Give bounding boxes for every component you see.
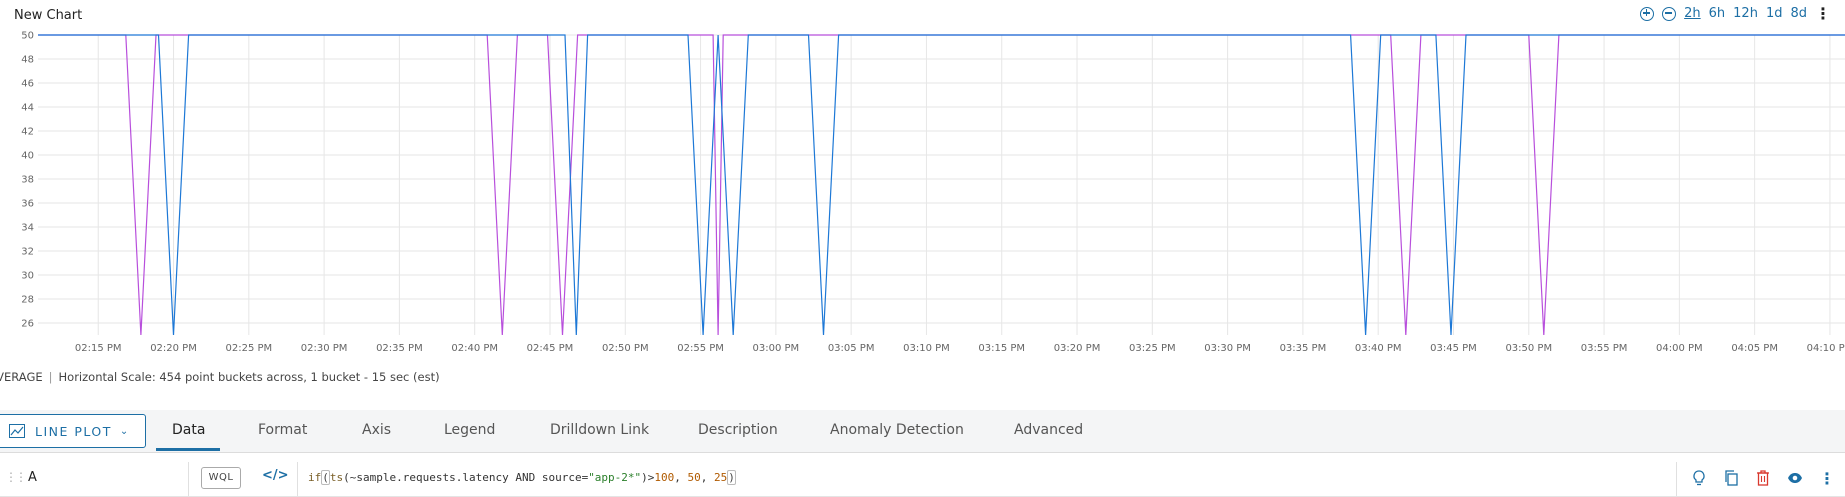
tab-description[interactable]: Description [698, 422, 778, 438]
x-tick-label: 04:05 PM [1731, 343, 1778, 354]
chart-title: New Chart [14, 8, 83, 23]
query-token: ~sample.requests.latency [349, 471, 509, 484]
eye-icon[interactable] [1786, 469, 1804, 487]
range-6h[interactable]: 6h [1708, 6, 1726, 21]
query-token: ts [329, 471, 344, 484]
divider [188, 462, 189, 496]
x-tick-label: 04:00 PM [1656, 343, 1703, 354]
zoom-out-icon[interactable] [1662, 6, 1677, 21]
kebab-menu-icon[interactable]: ⋮ [1815, 3, 1831, 23]
kebab-menu-icon[interactable]: ⋮ [1819, 468, 1835, 488]
x-tick-label: 02:15 PM [75, 343, 122, 354]
y-tick-label: 26 [21, 319, 34, 330]
query-token: if [308, 471, 322, 484]
query-token: ( [321, 470, 330, 485]
divider [1676, 462, 1677, 496]
y-tick-label: 40 [21, 151, 34, 162]
x-tick-label: 03:40 PM [1355, 343, 1402, 354]
chart-header: New Chart 2h 6h 12h 1d 8d ⋮ [0, 0, 1845, 28]
y-tick-label: 38 [21, 175, 34, 186]
tab-legend[interactable]: Legend [444, 422, 496, 438]
tab-axis[interactable]: Axis [362, 422, 392, 438]
x-tick-label: 02:35 PM [376, 343, 423, 354]
y-tick-label: 48 [21, 55, 34, 66]
query-token: ) [641, 471, 648, 484]
y-tick-label: 50 [21, 31, 34, 42]
tab-anomaly-detection[interactable]: Anomaly Detection [830, 422, 964, 438]
wql-mode-button[interactable]: WQL [201, 467, 241, 489]
y-tick-label: 42 [21, 127, 34, 138]
aggregation-label: AVERAGE [0, 370, 43, 384]
chart-controls: 2h 6h 12h 1d 8d ⋮ [1640, 3, 1831, 23]
query-token: > [647, 471, 655, 484]
query-token: 100 [654, 471, 675, 484]
query-token: "app-2*" [588, 471, 642, 484]
y-tick-label: 44 [21, 103, 34, 114]
range-8d[interactable]: 8d [1790, 6, 1807, 21]
x-tick-label: 02:55 PM [677, 343, 724, 354]
tab-drilldown-link[interactable]: Drilldown Link [550, 422, 650, 438]
divider [297, 462, 298, 496]
y-tick-label: 46 [21, 79, 34, 90]
query-token: , [674, 471, 688, 484]
y-tick-label: 32 [21, 247, 34, 258]
chevron-down-icon: ⌄ [119, 425, 129, 437]
query-token: 25 [714, 471, 728, 484]
x-tick-label: 03:00 PM [753, 343, 800, 354]
x-tick-label: 02:25 PM [225, 343, 272, 354]
y-tick-label: 30 [21, 271, 34, 282]
query-token: ( [343, 471, 350, 484]
tab-format[interactable]: Format [258, 422, 308, 438]
code-icon[interactable]: </> [262, 468, 289, 483]
x-tick-label: 02:20 PM [150, 343, 197, 354]
x-tick-label: 03:10 PM [903, 343, 950, 354]
copy-icon[interactable] [1722, 469, 1740, 487]
range-2h[interactable]: 2h [1684, 6, 1701, 21]
editor-tabs-row: LINE PLOT ⌄ Data Format Axis Legend Dril… [0, 410, 1845, 453]
x-tick-label: 03:20 PM [1054, 343, 1101, 354]
lightbulb-icon[interactable] [1690, 469, 1708, 487]
query-token: 50 [687, 471, 701, 484]
query-token: AND [508, 471, 542, 484]
drag-handle-icon[interactable]: ⋮⋮ [5, 470, 27, 484]
x-tick-label: 03:50 PM [1505, 343, 1552, 354]
x-tick-label: 02:40 PM [451, 343, 498, 354]
y-tick-label: 36 [21, 199, 34, 210]
x-tick-label: 02:45 PM [527, 343, 574, 354]
plot-type-dropdown[interactable]: LINE PLOT ⌄ [0, 414, 146, 448]
x-tick-label: 02:50 PM [602, 343, 649, 354]
x-tick-label: 03:45 PM [1430, 343, 1477, 354]
x-tick-label: 02:30 PM [301, 343, 348, 354]
query-actions: ⋮ [1690, 468, 1836, 488]
plot-type-label: LINE PLOT [35, 423, 112, 439]
query-token: source= [541, 471, 589, 484]
y-tick-label: 28 [21, 295, 34, 306]
query-row: ⋮⋮ A WQL </> if(ts(~sample.requests.late… [0, 462, 1845, 497]
y-tick-label: 34 [21, 223, 34, 234]
zoom-in-icon[interactable] [1640, 6, 1655, 21]
x-tick-label: 04:10 PM [1807, 343, 1845, 354]
x-tick-label: 03:25 PM [1129, 343, 1176, 354]
query-name[interactable]: A [28, 470, 37, 485]
active-tab-indicator [156, 448, 220, 451]
series-line-2 [38, 34, 1845, 336]
range-1d[interactable]: 1d [1765, 6, 1783, 21]
query-token: ) [727, 470, 736, 485]
horizontal-scale-text: Horizontal Scale: 454 point buckets acro… [58, 370, 440, 384]
x-tick-label: 03:35 PM [1280, 343, 1327, 354]
query-token: , [700, 471, 715, 484]
x-tick-label: 03:05 PM [828, 343, 875, 354]
tab-data[interactable]: Data [172, 422, 206, 438]
line-plot-icon [9, 424, 25, 438]
trash-icon[interactable] [1754, 469, 1772, 487]
line-chart: 26 28 30 32 34 36 38 40 42 44 46 48 50 02:15 PM 02:20 … [21, 31, 1845, 354]
tab-advanced[interactable]: Advanced [1014, 422, 1084, 438]
x-tick-label: 03:30 PM [1204, 343, 1251, 354]
range-12h[interactable]: 12h [1733, 6, 1758, 21]
series-line-1 [38, 34, 1845, 336]
query-expression[interactable]: if(ts(~sample.requests.latency AND sourc… [308, 470, 736, 485]
x-tick-label: 03:15 PM [978, 343, 1025, 354]
stats-bar: AVERAGE|Horizontal Scale: 454 point buck… [0, 370, 440, 384]
x-tick-label: 03:55 PM [1581, 343, 1628, 354]
